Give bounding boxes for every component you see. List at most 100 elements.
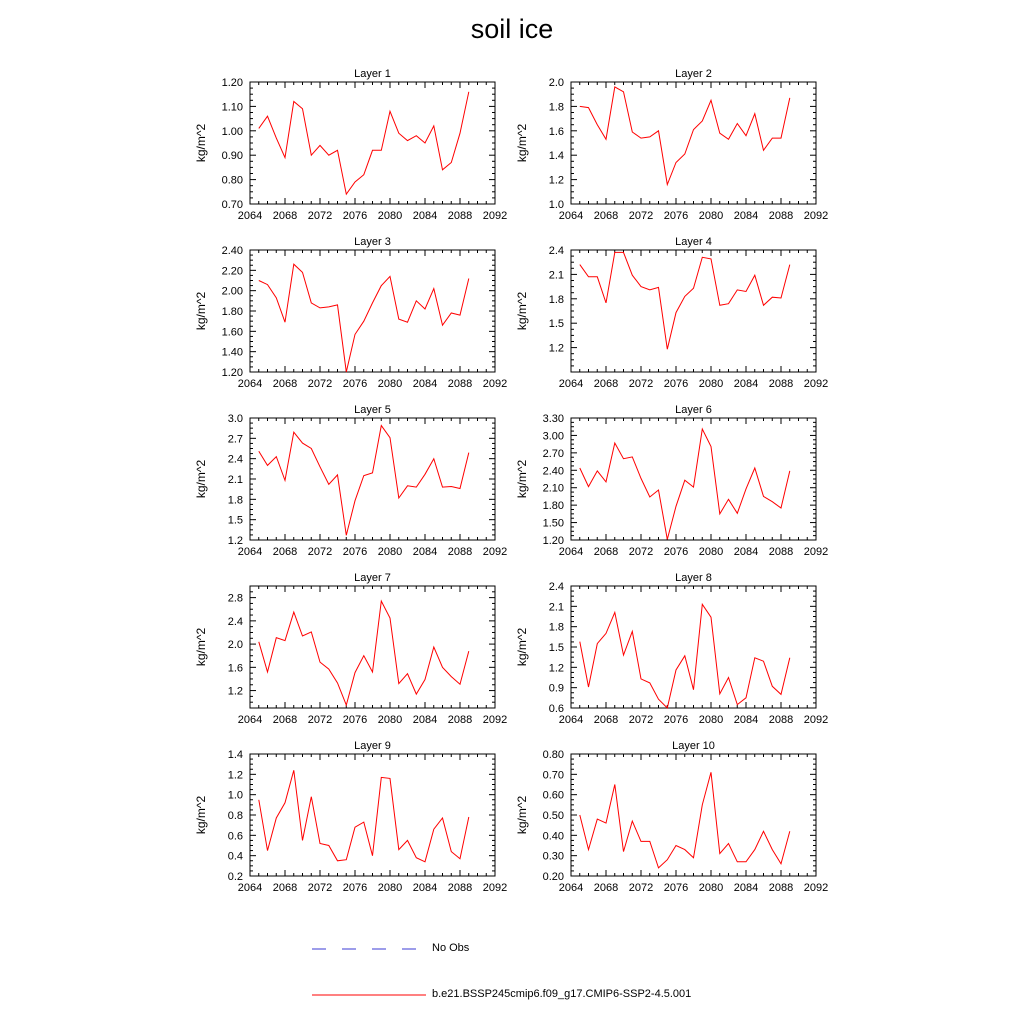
plot-frame	[249, 417, 496, 541]
x-tick-label: 2084	[413, 714, 437, 726]
y-tick-label: 1.2	[228, 769, 243, 781]
x-tick-label: 2084	[734, 714, 758, 726]
y-tick-label: 1.0	[549, 199, 564, 211]
x-tick-label: 2072	[629, 378, 653, 390]
y-axis-label: kg/m^2	[194, 124, 208, 163]
y-axis-label: kg/m^2	[194, 796, 208, 835]
x-tick-label: 2064	[238, 546, 262, 558]
panel-title: Layer 2	[675, 68, 712, 80]
y-tick-label: 0.60	[543, 790, 564, 802]
x-tick-label: 2076	[343, 210, 367, 222]
y-tick-label: 2.0	[228, 639, 243, 651]
x-tick-label: 2080	[699, 882, 723, 894]
x-tick-label: 2064	[559, 714, 583, 726]
x-tick-label: 2084	[734, 882, 758, 894]
x-tick-label: 2088	[769, 714, 793, 726]
x-tick-label: 2080	[378, 378, 402, 390]
panel-title: Layer 10	[672, 740, 715, 752]
plot-frame	[249, 81, 496, 205]
y-tick-label: 1.4	[549, 150, 564, 162]
y-tick-label: 1.4	[228, 749, 243, 761]
y-tick-label: 1.00	[222, 126, 243, 138]
x-tick-label: 2068	[273, 714, 297, 726]
series-line	[258, 424, 470, 536]
panel-title: Layer 1	[354, 68, 391, 80]
x-tick-label: 2080	[699, 378, 723, 390]
y-axis-label: kg/m^2	[515, 796, 529, 835]
y-tick-label: 2.10	[543, 483, 564, 495]
x-tick-label: 2068	[594, 210, 618, 222]
y-tick-label: 0.30	[543, 851, 564, 863]
series-line	[579, 86, 791, 187]
panel-title: Layer 8	[675, 572, 712, 584]
y-axis-label: kg/m^2	[515, 124, 529, 163]
x-tick-label: 2072	[308, 714, 332, 726]
y-tick-label: 0.80	[222, 175, 243, 187]
x-tick-label: 2092	[483, 882, 507, 894]
y-tick-label: 1.5	[549, 318, 564, 330]
y-tick-label: 1.8	[549, 622, 564, 634]
x-tick-label: 2076	[664, 714, 688, 726]
y-tick-label: 2.20	[222, 265, 243, 277]
y-tick-label: 2.00	[222, 286, 243, 298]
x-tick-label: 2072	[629, 210, 653, 222]
x-tick-label: 2088	[769, 378, 793, 390]
panel-title: Layer 7	[354, 572, 391, 584]
x-tick-label: 2084	[734, 378, 758, 390]
y-axis-label: kg/m^2	[194, 292, 208, 331]
plot-frame	[570, 249, 817, 373]
y-tick-label: 1.20	[222, 77, 243, 89]
y-tick-label: 3.0	[228, 413, 243, 425]
x-tick-label: 2080	[699, 714, 723, 726]
x-tick-label: 2080	[699, 210, 723, 222]
x-tick-label: 2092	[483, 210, 507, 222]
y-tick-label: 1.40	[222, 347, 243, 359]
y-tick-label: 1.2	[228, 535, 243, 547]
y-tick-label: 1.2	[549, 343, 564, 355]
x-tick-label: 2064	[559, 546, 583, 558]
y-tick-label: 1.20	[222, 367, 243, 379]
plot-frame	[249, 585, 496, 709]
x-tick-label: 2088	[769, 210, 793, 222]
x-tick-label: 2092	[483, 546, 507, 558]
x-tick-label: 2080	[378, 714, 402, 726]
x-tick-label: 2064	[238, 882, 262, 894]
y-tick-label: 3.00	[543, 430, 564, 442]
x-tick-label: 2064	[238, 210, 262, 222]
y-tick-label: 0.70	[543, 769, 564, 781]
x-tick-label: 2064	[238, 714, 262, 726]
x-tick-label: 2072	[308, 378, 332, 390]
y-tick-label: 1.6	[228, 662, 243, 674]
y-tick-label: 0.4	[228, 851, 243, 863]
series-line	[258, 770, 470, 863]
x-tick-label: 2068	[273, 378, 297, 390]
y-tick-label: 1.10	[222, 101, 243, 113]
y-tick-label: 2.40	[222, 245, 243, 257]
x-tick-label: 2076	[664, 210, 688, 222]
x-tick-label: 2084	[413, 882, 437, 894]
x-tick-label: 2088	[448, 714, 472, 726]
x-tick-label: 2076	[664, 546, 688, 558]
y-tick-label: 2.1	[549, 269, 564, 281]
x-tick-label: 2088	[769, 546, 793, 558]
series-line	[579, 251, 791, 350]
series-line	[579, 427, 791, 540]
y-axis-label: kg/m^2	[194, 460, 208, 499]
y-tick-label: 0.6	[549, 703, 564, 715]
y-tick-label: 0.80	[543, 749, 564, 761]
x-tick-label: 2068	[273, 546, 297, 558]
x-tick-label: 2076	[664, 378, 688, 390]
y-tick-label: 1.8	[549, 294, 564, 306]
panel-title: Layer 9	[354, 740, 391, 752]
y-axis-label: kg/m^2	[515, 628, 529, 667]
y-tick-label: 2.40	[543, 465, 564, 477]
y-tick-label: 0.20	[543, 871, 564, 883]
x-tick-label: 2092	[804, 210, 828, 222]
x-tick-label: 2088	[448, 210, 472, 222]
x-tick-label: 2092	[804, 546, 828, 558]
y-tick-label: 2.0	[549, 77, 564, 89]
x-tick-label: 2068	[594, 546, 618, 558]
y-tick-label: 0.6	[228, 830, 243, 842]
y-tick-label: 1.2	[549, 175, 564, 187]
plot-frame	[570, 81, 817, 205]
